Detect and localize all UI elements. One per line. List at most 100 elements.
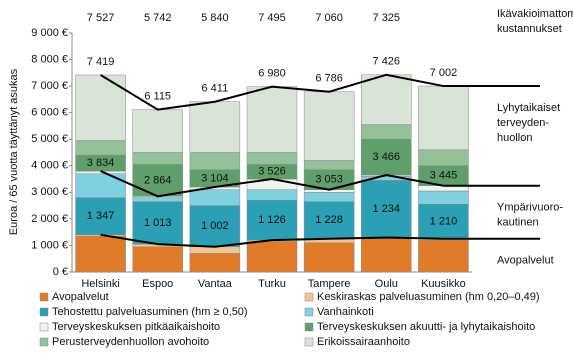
- bar-segment: [361, 238, 412, 273]
- bar-segment: [246, 152, 298, 165]
- total-label: 6 980: [258, 68, 286, 80]
- round-the-clock-label: 1 210: [430, 215, 458, 227]
- side-label: huollon: [497, 132, 532, 144]
- legend-label: Terveyskeskuksen pitkäaikaishoito: [52, 321, 220, 333]
- legend-label: Perusterveydenhuollon avohoito: [52, 336, 209, 348]
- side-label: terveyden-: [497, 117, 549, 129]
- bar-segment: [303, 242, 355, 273]
- bar-segment: [418, 190, 469, 205]
- x-tick-label: Turku: [258, 278, 286, 290]
- round-the-clock-label: 1 126: [258, 214, 286, 226]
- round-the-clock-label: 1 234: [373, 203, 401, 215]
- bar-segment: [132, 109, 183, 153]
- bar-segment: [246, 241, 298, 273]
- y-tick-label: 4 000 €: [31, 160, 68, 172]
- total-label: 6 115: [144, 91, 171, 103]
- side-label: Avopalvelut: [497, 255, 554, 267]
- short-term-label: 2 864: [144, 174, 172, 186]
- unadjusted-title: Ikävakioimattomat: [497, 8, 573, 20]
- bar-segment: [246, 189, 298, 201]
- bar-segment: [75, 235, 126, 273]
- legend-swatch: [304, 292, 314, 302]
- bar-segment: [361, 124, 412, 140]
- short-term-label: 3 445: [430, 170, 458, 182]
- bar-segment: [361, 74, 412, 125]
- short-term-label: 3 526: [258, 166, 286, 178]
- legend-swatch: [39, 292, 49, 302]
- side-label: kautinen: [497, 217, 539, 229]
- y-tick-label: 7 000 €: [31, 80, 68, 92]
- short-term-label: 3 053: [315, 174, 343, 186]
- bar-segment: [132, 201, 183, 245]
- unadjusted-label: 7 527: [87, 12, 115, 24]
- x-tick-label: Kuusikko: [421, 278, 466, 290]
- bar-segment: [303, 201, 355, 240]
- bar-segment: [132, 246, 183, 273]
- bar-segment: [246, 200, 298, 241]
- total-label: 7 426: [373, 56, 401, 68]
- bar-segment: [75, 140, 126, 156]
- level-line: [100, 233, 540, 248]
- bar-segment: [246, 86, 298, 153]
- total-label: 6 786: [315, 73, 343, 85]
- legend-swatch: [304, 322, 314, 332]
- short-term-label: 3 466: [373, 151, 401, 163]
- total-label: 7 419: [87, 56, 115, 68]
- unadjusted-label: 5 840: [201, 12, 229, 24]
- total-label: 7 002: [430, 67, 458, 79]
- round-the-clock-label: 1 002: [201, 220, 229, 232]
- legend-label: Vanhainkoti: [317, 306, 374, 318]
- bar-segment: [189, 152, 241, 171]
- x-tick-label: Espoo: [142, 278, 173, 290]
- bar-segment: [75, 173, 126, 198]
- legend-label: Avopalvelut: [52, 291, 109, 303]
- legend-label: Keskiraskas palveluasuminen (hm 0,20–0,4…: [317, 291, 540, 303]
- y-tick-label: 0 €: [53, 266, 68, 278]
- x-tick-label: Vantaa: [198, 278, 233, 290]
- y-tick-label: 1 000 €: [31, 239, 68, 251]
- y-tick-label: 6 000 €: [31, 107, 68, 119]
- bar-segment: [303, 192, 355, 202]
- level-line: [100, 73, 540, 111]
- bar-segment: [361, 138, 412, 176]
- total-label: 6 411: [201, 83, 228, 95]
- x-tick-label: Tampere: [308, 278, 351, 290]
- y-axis-title: Euroa / 65 vuotta täyttänyt asukas: [8, 68, 20, 235]
- bar-segment: [189, 253, 241, 273]
- side-label: Ympärivuoro-: [497, 202, 563, 214]
- legend-swatch: [304, 307, 314, 317]
- round-the-clock-label: 1 228: [315, 214, 343, 226]
- unadjusted-label: 5 742: [144, 12, 172, 24]
- legend-swatch: [39, 337, 49, 347]
- x-tick-label: Helsinki: [81, 278, 120, 290]
- round-the-clock-label: 1 347: [87, 210, 115, 222]
- unadjusted-title: kustannukset: [497, 23, 562, 35]
- bar-segment: [418, 204, 469, 240]
- bar-segment: [418, 85, 469, 151]
- x-tick-label: Oulu: [375, 278, 398, 290]
- y-tick-label: 9 000 €: [31, 27, 68, 39]
- bar-segment: [132, 152, 183, 165]
- legend-swatch: [39, 307, 49, 317]
- unadjusted-label: 7 495: [258, 12, 286, 24]
- bar-segment: [418, 239, 469, 273]
- bar-segment: [418, 149, 469, 167]
- bar-segment: [303, 91, 355, 161]
- y-tick-label: 2 000 €: [31, 213, 68, 225]
- side-label: Lyhytaikaiset: [497, 102, 560, 114]
- bar-segment: [189, 189, 241, 206]
- round-the-clock-label: 1 013: [144, 217, 172, 229]
- unadjusted-label: 7 325: [373, 12, 401, 24]
- unadjusted-label: 7 060: [315, 12, 343, 24]
- bar-segment: [189, 101, 241, 153]
- y-tick-label: 3 000 €: [31, 186, 68, 198]
- short-term-label: 3 104: [201, 172, 229, 184]
- y-tick-label: 5 000 €: [31, 133, 68, 145]
- level-line: [100, 170, 540, 198]
- legend-swatch: [304, 337, 314, 347]
- legend-label: Tehostettu palveluasuminen (hm ≥ 0,50): [52, 306, 248, 318]
- legend-label: Erikoissairaanhoito: [317, 336, 410, 348]
- bar-segment: [132, 197, 183, 202]
- legend-label: Terveyskeskuksen akuutti- ja lyhytaikais…: [317, 321, 535, 333]
